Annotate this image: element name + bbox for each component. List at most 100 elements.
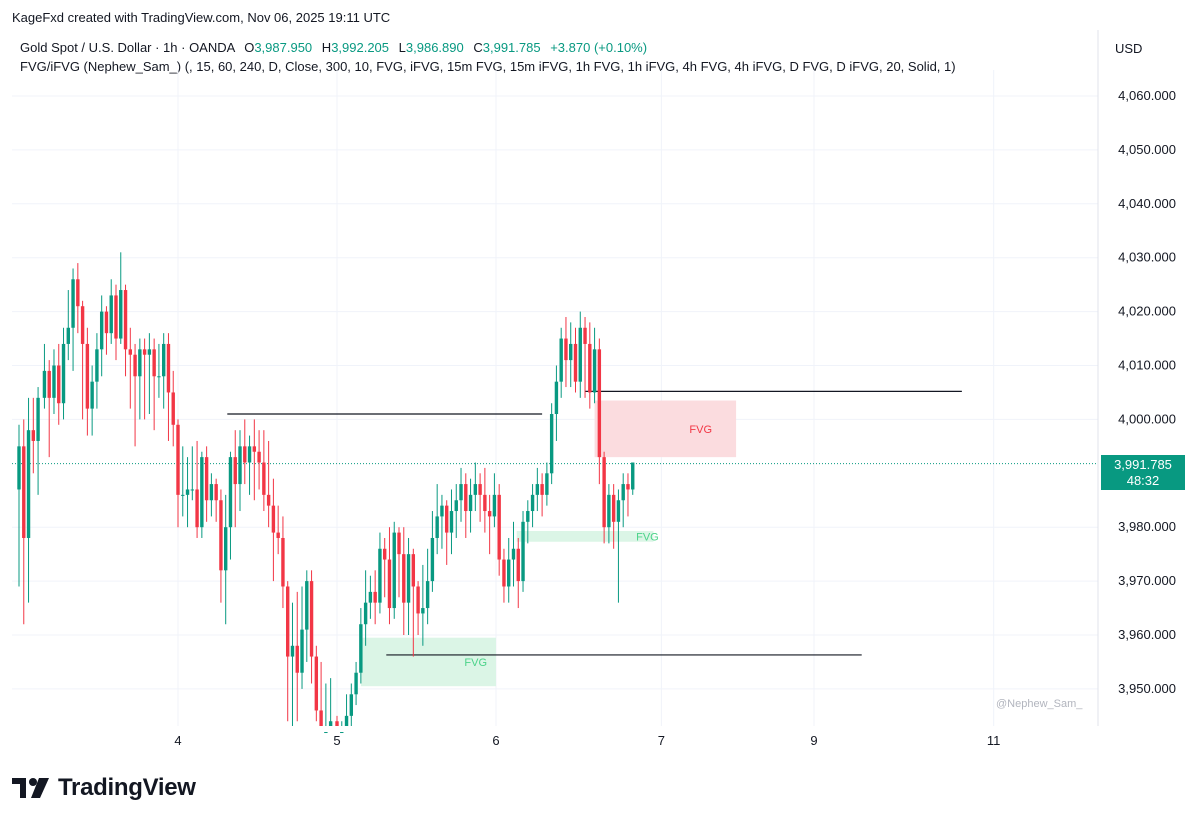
candle <box>257 430 261 490</box>
candle-body <box>319 710 323 726</box>
candle-body <box>128 349 132 355</box>
candle <box>569 322 573 388</box>
candle-body <box>578 327 582 382</box>
candle <box>368 575 373 619</box>
fvg-label: FVG <box>464 657 487 669</box>
price-tick-label: 4,020.000 <box>1118 304 1176 319</box>
candle-body <box>76 279 80 307</box>
candle-body <box>611 494 616 522</box>
candle-body <box>631 462 635 490</box>
candle <box>449 489 454 555</box>
candle <box>578 311 582 398</box>
candle <box>133 343 137 447</box>
candle <box>36 387 40 495</box>
price-tick-label: 3,980.000 <box>1118 519 1176 534</box>
candle <box>545 462 549 506</box>
candle <box>487 494 492 555</box>
candle-body <box>363 602 368 625</box>
candle-body <box>52 365 56 398</box>
candle-body <box>309 581 314 657</box>
candle <box>66 290 70 361</box>
candle-body <box>176 424 180 495</box>
candle-body <box>526 511 530 522</box>
candle <box>123 284 128 377</box>
price-tick-label: 3,950.000 <box>1118 681 1176 696</box>
candle-body <box>592 349 597 393</box>
candle-body <box>181 494 185 496</box>
grid-lines <box>12 30 1099 726</box>
tradingview-logo[interactable]: TradingView <box>12 774 196 802</box>
candle <box>119 252 123 344</box>
candle <box>247 435 252 495</box>
candle <box>464 473 468 538</box>
candle <box>52 349 56 415</box>
candle-body <box>507 559 511 587</box>
open-value: 3,987.950 <box>254 40 313 55</box>
candle-body <box>516 548 520 582</box>
candle-body <box>57 365 61 404</box>
candle-body <box>392 532 396 609</box>
candle-body <box>549 414 554 474</box>
candle-body <box>521 521 525 582</box>
candle <box>324 683 328 734</box>
candle <box>157 343 161 398</box>
symbol-name[interactable]: Gold Spot / U.S. Dollar · 1h · OANDA <box>20 40 235 55</box>
indicator-legend[interactable]: FVG/iFVG (Nephew_Sam_) (, 15, 60, 240, D… <box>20 59 956 74</box>
candle <box>573 327 578 393</box>
candle <box>621 473 625 528</box>
candle <box>611 484 616 549</box>
candle <box>492 473 497 528</box>
candle-body <box>114 295 118 339</box>
candle <box>421 564 425 646</box>
low-value: 3,986.890 <box>405 40 464 55</box>
candle-body <box>61 343 66 404</box>
currency-label[interactable]: USD <box>1115 41 1143 56</box>
candle-body <box>430 537 435 582</box>
candle <box>233 430 237 528</box>
candle-body <box>397 532 401 555</box>
candle-body <box>195 489 199 528</box>
candle-body <box>530 494 535 512</box>
candle-body <box>626 484 630 490</box>
candle <box>185 457 190 528</box>
candle <box>47 360 51 458</box>
candle <box>85 327 90 436</box>
candle-body <box>31 430 36 441</box>
candle <box>314 645 319 722</box>
candle-body <box>133 354 137 377</box>
candle <box>468 478 473 533</box>
candle-body <box>344 715 349 726</box>
candle-body <box>276 532 280 538</box>
candles <box>17 252 635 734</box>
candle-body <box>209 484 214 501</box>
candle <box>373 570 377 625</box>
candle-body <box>583 327 587 344</box>
candle-body <box>464 484 468 512</box>
candle <box>592 327 597 404</box>
candle <box>171 370 175 447</box>
candle-body <box>616 500 621 522</box>
candle <box>540 473 544 517</box>
candle <box>80 300 85 420</box>
candle <box>328 678 333 726</box>
candle <box>425 548 430 625</box>
candle-body <box>435 516 439 538</box>
candle <box>564 316 568 388</box>
candle <box>411 548 416 657</box>
candle <box>445 500 449 565</box>
candle <box>114 284 118 361</box>
candle-body <box>271 505 276 533</box>
candle <box>190 446 195 501</box>
candle-body <box>445 505 449 533</box>
candle-body <box>540 484 544 495</box>
candle <box>90 365 94 436</box>
candle-body <box>281 537 285 587</box>
candle-body <box>26 430 31 538</box>
candle <box>392 521 396 619</box>
price-tick-label: 4,060.000 <box>1118 88 1176 103</box>
candle <box>335 715 339 726</box>
candle-body <box>621 484 625 501</box>
time-tick-label: 5 <box>333 733 340 748</box>
candle <box>473 462 478 512</box>
